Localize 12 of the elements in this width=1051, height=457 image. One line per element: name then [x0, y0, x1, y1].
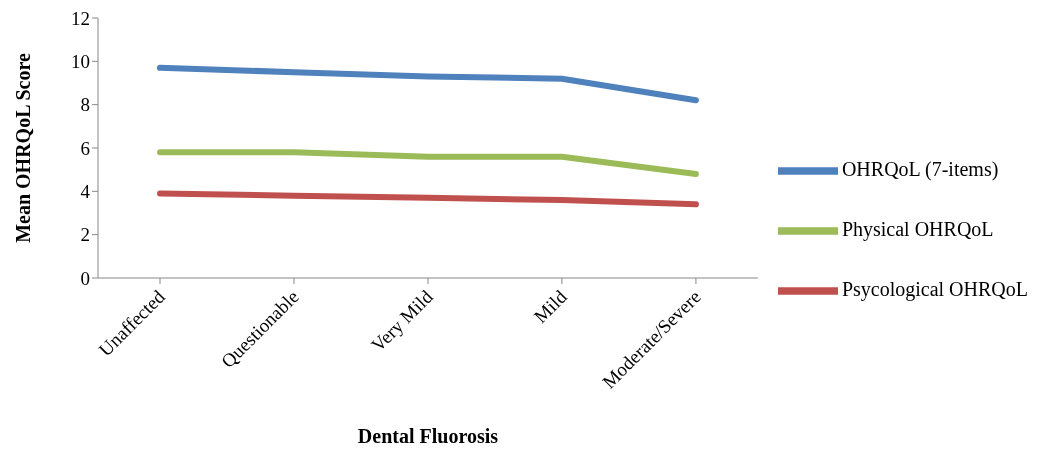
y-tick-label: 10: [71, 51, 90, 73]
y-tick-label: 12: [71, 7, 90, 29]
y-tick-label: 8: [80, 94, 90, 116]
legend-label: Psycological OHRQoL: [841, 277, 1028, 300]
y-tick-label: 2: [80, 224, 90, 246]
y-axis-title: Mean OHRQoL Score: [12, 53, 35, 243]
y-tick-label: 4: [80, 181, 91, 203]
x-axis-title: Dental Fluorosis: [357, 425, 499, 447]
legend-label: Physical OHRQoL: [841, 217, 994, 240]
y-tick-label: 6: [80, 137, 90, 159]
legend-label: OHRQoL (7-items): [841, 157, 999, 180]
y-tick-label: 0: [80, 267, 90, 289]
